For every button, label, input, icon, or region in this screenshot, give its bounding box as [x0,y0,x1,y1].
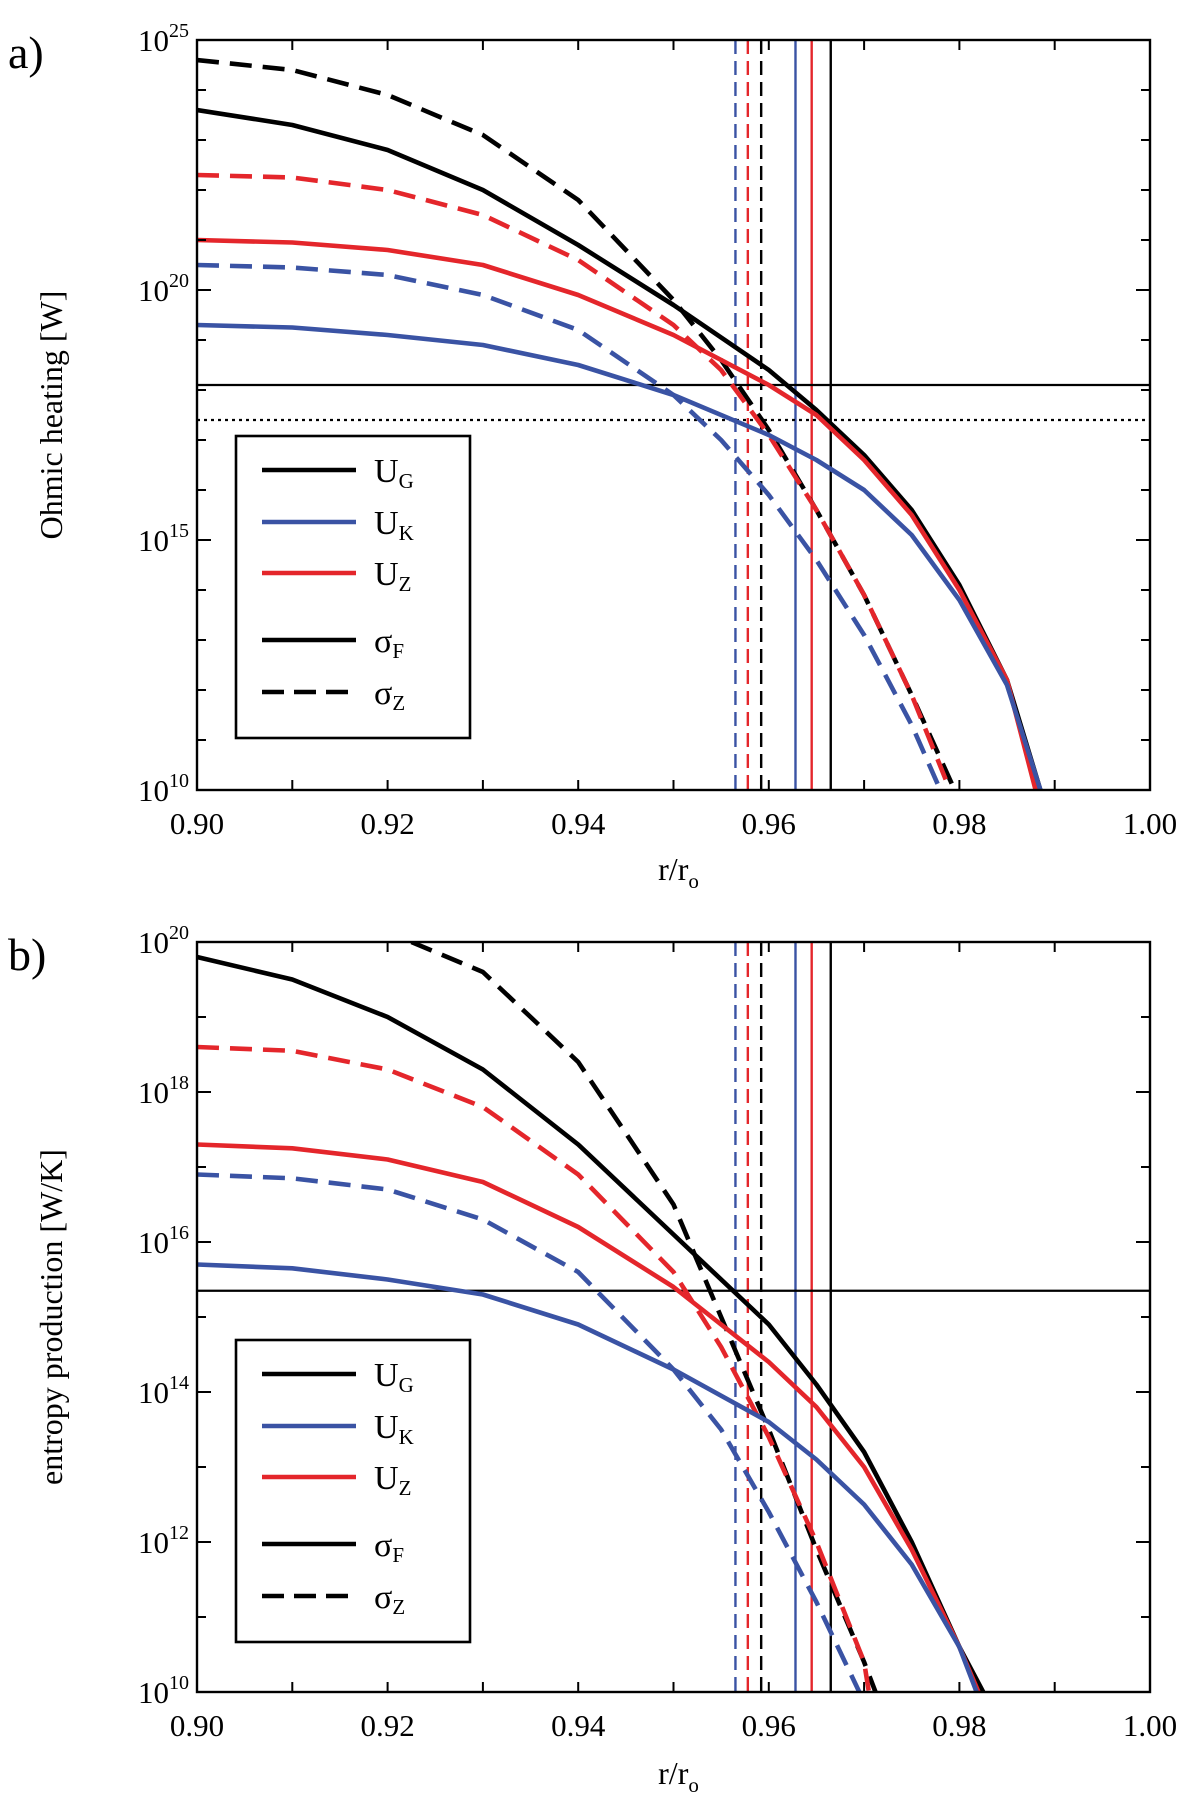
legend-label: UZ [374,556,411,596]
series-line-1 [197,954,986,1692]
x-tick-label: 0.96 [742,1708,796,1743]
series-line-3 [197,237,1038,790]
legend-label: UK [374,1409,414,1449]
panel-a: a) 0.90 0.92 0.94 0.96 0.98 1.00 1010 1015 1020 10… [8,20,1177,893]
panel-b: b) 0.90 0.92 0.94 0.96 0.98 1.00 1010 1012 1014 10… [8,922,1177,1797]
legend: UG UK UZ σF σZ [234,434,472,740]
legend-label: UG [374,453,414,493]
y-axis-label: entropy production [W/K] [33,1149,69,1485]
y-tick-label: 1020 [138,922,189,960]
panel-label: b) [8,929,46,980]
series-line-0 [197,57,957,790]
panel-label: a) [8,27,44,78]
x-tick-label: 0.94 [551,1708,606,1743]
x-tick-label: 0.90 [170,806,224,841]
series-line-1 [197,107,1043,790]
legend-box [234,434,472,740]
legend-label: UZ [374,1460,411,1500]
plot-area [197,942,1150,1692]
y-tick-label: 1010 [138,1672,189,1710]
y-tick-label: 1018 [138,1072,189,1110]
series-line-4 [197,1172,862,1692]
x-tick-label: 0.96 [742,806,796,841]
x-tick-label: 1.00 [1123,806,1177,841]
series-line-0 [410,942,878,1692]
legend-label: UK [374,505,414,545]
y-tick-label: 1012 [138,1522,189,1560]
y-tick-label: 1014 [138,1372,189,1410]
legend-label: UG [374,1357,414,1397]
series-line-5 [197,1262,979,1692]
x-tick-label: 0.98 [932,806,986,841]
legend-box [234,1338,472,1644]
x-tick-label: 0.98 [932,1708,986,1743]
legend-label: σF [374,1527,404,1567]
series-line-5 [197,322,1043,790]
legend-label: σZ [374,675,405,715]
series-line-3 [197,1142,981,1692]
y-tick-label: 1015 [138,520,189,558]
legend: UG UK UZ σF σZ [234,1338,472,1644]
y-axis-label: Ohmic heating [W] [33,291,69,540]
y-tick-label: 1020 [138,270,189,308]
series-line-2 [197,1044,872,1692]
plot-area [197,40,1150,790]
y-tick-label: 1016 [138,1222,189,1260]
y-tick-label: 1025 [138,20,189,58]
x-tick-label: 0.92 [360,1708,414,1743]
x-tick-label: 0.94 [551,806,606,841]
series-line-4 [197,262,943,790]
legend-label: σF [374,623,404,663]
x-tick-label: 0.92 [360,806,414,841]
legend-label: σZ [374,1579,405,1619]
y-tick-label: 1010 [138,770,189,808]
x-tick-label: 0.90 [170,1708,224,1743]
x-axis-label: r/ro [658,1755,699,1797]
x-axis-label: r/ro [658,851,699,893]
x-tick-label: 1.00 [1123,1708,1177,1743]
